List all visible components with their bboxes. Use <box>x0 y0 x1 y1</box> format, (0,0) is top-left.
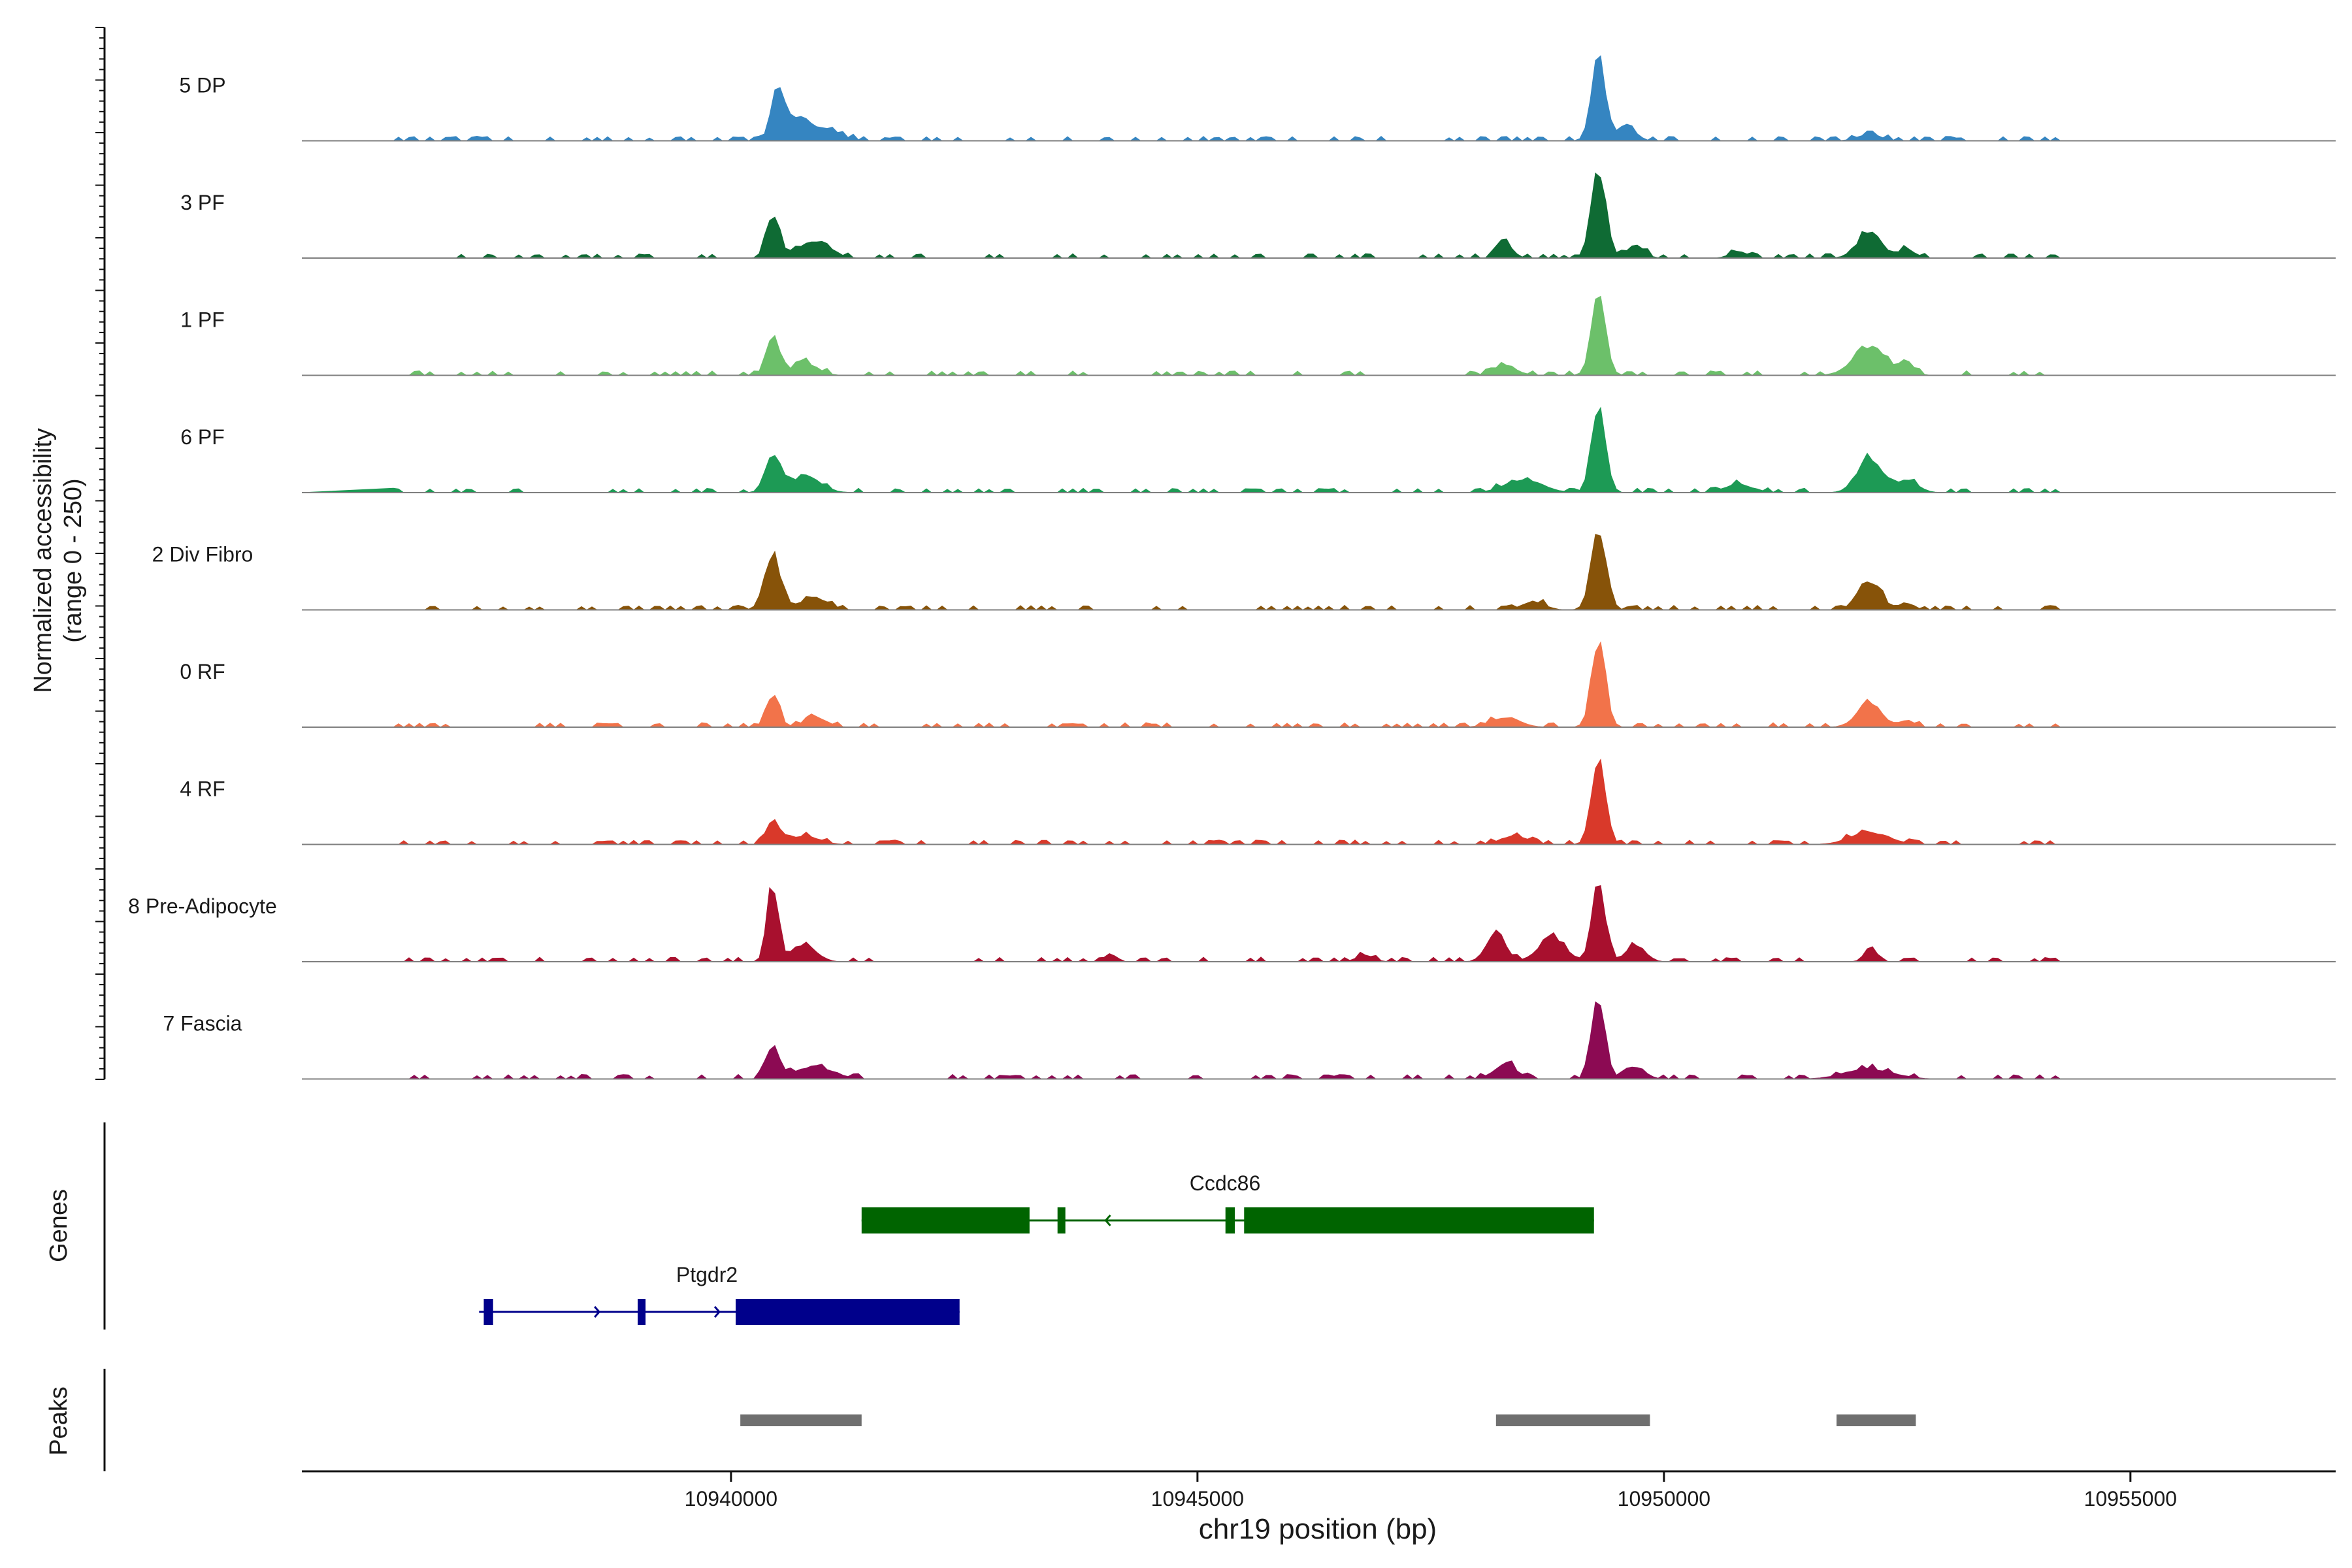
y-axis-title: Normalized accessibility <box>29 428 57 693</box>
coverage-area <box>302 759 2087 845</box>
track-label: 8 Pre-Adipocyte <box>128 894 277 918</box>
gene-exon <box>1244 1207 1594 1233</box>
track-label: 1 PF <box>180 308 225 332</box>
strand-arrow <box>594 1306 601 1318</box>
gene-annotation-panel: Ccdc86 Ptgdr2 <box>103 1122 1594 1330</box>
coverage-area <box>302 55 2087 142</box>
peak-panel <box>103 1369 1916 1471</box>
track-label: 5 DP <box>179 74 225 97</box>
gene-exon <box>736 1299 960 1325</box>
gene-exon <box>638 1299 646 1325</box>
peaks-axis-title: Peaks <box>45 1386 73 1456</box>
genes-axis-title: Genes <box>45 1189 73 1262</box>
coverage-area <box>302 172 2087 259</box>
peak-region <box>740 1414 862 1426</box>
gene-name-label: Ccdc86 <box>1190 1171 1261 1195</box>
coverage-area <box>302 534 2087 611</box>
gene-exon <box>1225 1207 1235 1233</box>
peak-region <box>1837 1414 1916 1426</box>
track-label: 4 RF <box>180 777 225 801</box>
track-label: 6 PF <box>180 425 225 449</box>
peak-region <box>1495 1414 1650 1426</box>
x-tick-label: 10945000 <box>1151 1487 1244 1511</box>
coverage-area <box>302 295 2087 376</box>
gene-name-label: Ptgdr2 <box>676 1263 738 1286</box>
coverage-area <box>302 641 2087 728</box>
x-tick-label: 10950000 <box>1618 1487 1710 1511</box>
x-axis-title: chr19 position (bp) <box>1199 1513 1437 1545</box>
x-tick-label: 10940000 <box>685 1487 777 1511</box>
gene-exon <box>483 1299 493 1325</box>
coverage-area <box>301 406 2087 493</box>
x-tick-label: 10955000 <box>2084 1487 2177 1511</box>
track-label: 2 Div Fibro <box>152 543 253 566</box>
gene-exon <box>1057 1207 1066 1233</box>
strand-arrow <box>713 1306 721 1318</box>
track-label: 7 Fascia <box>163 1012 242 1036</box>
strand-arrow <box>1104 1215 1111 1226</box>
coverage-area <box>302 1001 2087 1080</box>
coverage-tracks: 5 DP 3 PF 1 PF 6 PF 2 Div Fibro 0 RF 4 RF 8 Pre… <box>95 27 2336 1080</box>
gene-exon <box>861 1207 1030 1233</box>
track-label: 0 RF <box>180 660 225 683</box>
track-label: 3 PF <box>180 191 225 214</box>
coverage-area <box>302 885 2087 962</box>
y-axis-range-label: (range 0 - 250) <box>59 478 87 642</box>
x-axis: 10940000 10945000 10950000 10955000 <box>302 1470 2336 1511</box>
